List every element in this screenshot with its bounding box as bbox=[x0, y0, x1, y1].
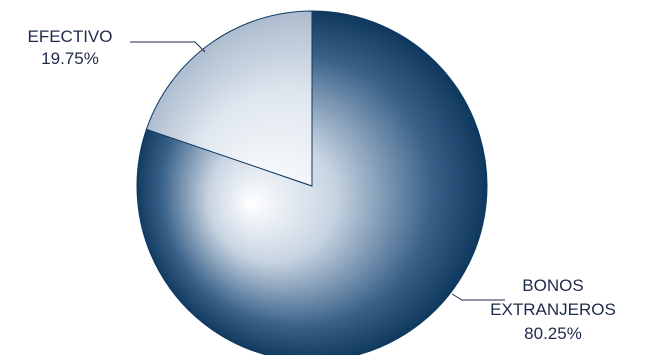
slice-category-label-1-0: EFECTIVO bbox=[27, 27, 112, 46]
leader-line-0 bbox=[451, 293, 505, 301]
slice-value-label-1: 19.75% bbox=[41, 49, 99, 68]
leader-line-1 bbox=[130, 41, 206, 53]
slice-category-label-0-0: BONOS bbox=[522, 276, 583, 295]
slice-value-label-0: 80.25% bbox=[524, 324, 582, 343]
slice-category-label-0-1: EXTRANJEROS bbox=[490, 300, 616, 319]
pie-slice-1 bbox=[145, 10, 313, 187]
